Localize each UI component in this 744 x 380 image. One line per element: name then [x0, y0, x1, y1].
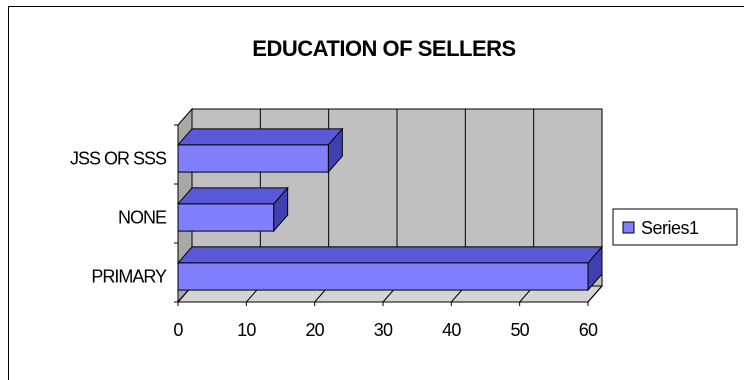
x-tick-label: 20 — [305, 320, 324, 340]
y-axis-category-labels: JSS OR SSS NONE PRIMARY — [70, 149, 168, 287]
y-category-label: JSS OR SSS — [70, 149, 167, 169]
bar — [176, 127, 344, 174]
legend-swatch — [622, 221, 635, 234]
x-tick-label: 10 — [237, 320, 256, 340]
x-tick-label: 0 — [173, 320, 183, 340]
y-category-label: PRIMARY — [91, 267, 167, 287]
bar-top-face — [176, 128, 344, 146]
chart-title: EDUCATION OF SELLERS — [252, 36, 515, 61]
floor-gridline — [587, 285, 603, 303]
legend: Series1 — [612, 208, 738, 246]
bar — [176, 245, 604, 292]
bar — [176, 186, 289, 233]
x-axis-tick-labels: 0 10 20 30 40 50 60 — [173, 320, 598, 340]
bar-front-face — [177, 144, 329, 173]
x-tick-label: 40 — [442, 320, 461, 340]
x-tick-label: 50 — [510, 320, 529, 340]
bar-top-face — [176, 187, 289, 205]
bars — [176, 127, 604, 292]
y-category-label: NONE — [118, 208, 167, 228]
legend-label: Series1 — [641, 218, 699, 238]
x-tick-label: 60 — [579, 320, 598, 340]
bar-top-face — [176, 246, 604, 264]
x-tick-label: 30 — [374, 320, 393, 340]
bar-front-face — [177, 203, 275, 232]
bar-front-face — [177, 262, 589, 291]
